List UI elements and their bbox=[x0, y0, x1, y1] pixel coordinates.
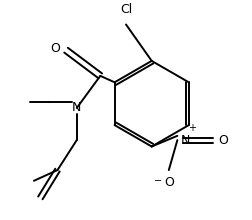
Text: N: N bbox=[181, 134, 191, 147]
Text: O: O bbox=[218, 134, 228, 147]
Text: O: O bbox=[164, 176, 174, 189]
Text: +: + bbox=[188, 123, 196, 133]
Text: Cl: Cl bbox=[120, 3, 132, 16]
Text: N: N bbox=[72, 101, 81, 114]
Text: O: O bbox=[50, 42, 60, 55]
Text: −: − bbox=[154, 176, 162, 187]
